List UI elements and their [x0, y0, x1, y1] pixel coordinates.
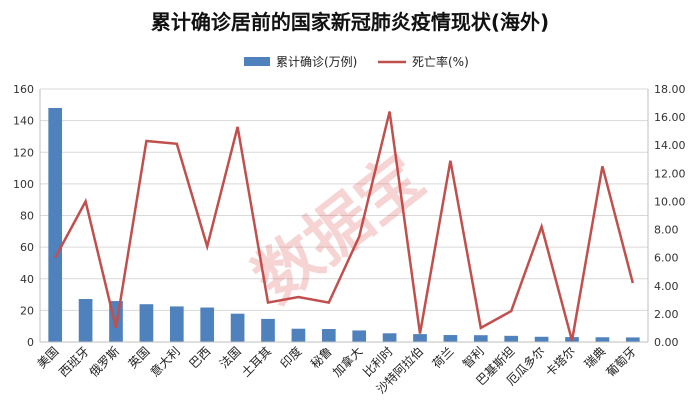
legend-label: 累计确诊(万例): [276, 55, 357, 69]
x-tick-label: 法国: [217, 344, 244, 371]
x-tick-label: 英国: [126, 344, 153, 371]
y-right-tick-label: 10.00: [654, 195, 686, 208]
bar: [352, 330, 367, 342]
x-tick-label: 荷兰: [430, 344, 457, 371]
bar: [321, 329, 336, 342]
x-tick-label: 西班牙: [56, 344, 91, 379]
y-left-tick-label: 60: [20, 241, 34, 254]
x-tick-label: 美国: [34, 344, 61, 371]
y-right-tick-label: 14.00: [654, 139, 686, 152]
bar: [48, 107, 63, 342]
y-left-tick-label: 80: [20, 210, 34, 223]
y-left-tick-label: 140: [13, 115, 34, 128]
y-right-tick-label: 8.00: [654, 224, 679, 237]
x-tick-label: 智利: [459, 344, 487, 372]
bar: [382, 333, 397, 342]
x-tick-label: 土耳其: [239, 344, 274, 379]
y-right-tick-label: 2.00: [654, 308, 679, 321]
series-line: [54, 111, 635, 341]
bar: [169, 306, 184, 342]
y-right-tick-label: 0.00: [654, 336, 679, 349]
y-left-tick-label: 20: [20, 304, 34, 317]
y-left-tick-label: 120: [13, 146, 34, 159]
y-left-tick-label: 40: [20, 273, 34, 286]
legend-label: 死亡率(%): [412, 54, 469, 69]
bar: [261, 318, 275, 342]
x-tick-label: 加拿大: [329, 344, 365, 380]
y-right-tick-label: 16.00: [654, 111, 686, 124]
chart-title: 累计确诊居前的国家新冠肺炎疫情现状(海外): [150, 10, 550, 34]
bar: [291, 328, 306, 342]
x-tick-label: 印度: [277, 344, 305, 372]
bar: [443, 335, 458, 342]
y-left-tick-label: 100: [13, 178, 34, 191]
y-right-tick-label: 4.00: [654, 280, 679, 293]
bar: [473, 335, 488, 342]
legend-swatch: [244, 57, 270, 66]
bar: [139, 304, 154, 342]
bar: [230, 313, 245, 342]
bar: [534, 336, 549, 342]
x-tick-label: 俄罗斯: [87, 344, 122, 379]
bar: [78, 298, 93, 342]
y-right-tick-label: 12.00: [654, 167, 686, 180]
y-left-tick-label: 160: [13, 83, 34, 96]
x-tick-label: 巴西: [186, 344, 213, 371]
x-tick-label: 葡萄牙: [604, 344, 639, 379]
x-tick-label: 意大利: [147, 344, 183, 380]
bar: [504, 335, 519, 342]
y-left-tick-label: 0: [27, 336, 34, 349]
x-tick-label: 卡塔尔: [542, 344, 578, 380]
watermark: 数据宝: [241, 141, 438, 318]
bar: [595, 337, 610, 342]
bar: [200, 307, 215, 342]
bar: [625, 337, 640, 342]
y-right-tick-label: 6.00: [654, 252, 679, 265]
x-tick-label: 瑞典: [582, 344, 609, 371]
x-tick-label: 秘鲁: [308, 344, 335, 371]
bar: [413, 334, 427, 342]
y-right-tick-label: 18.00: [654, 83, 686, 96]
